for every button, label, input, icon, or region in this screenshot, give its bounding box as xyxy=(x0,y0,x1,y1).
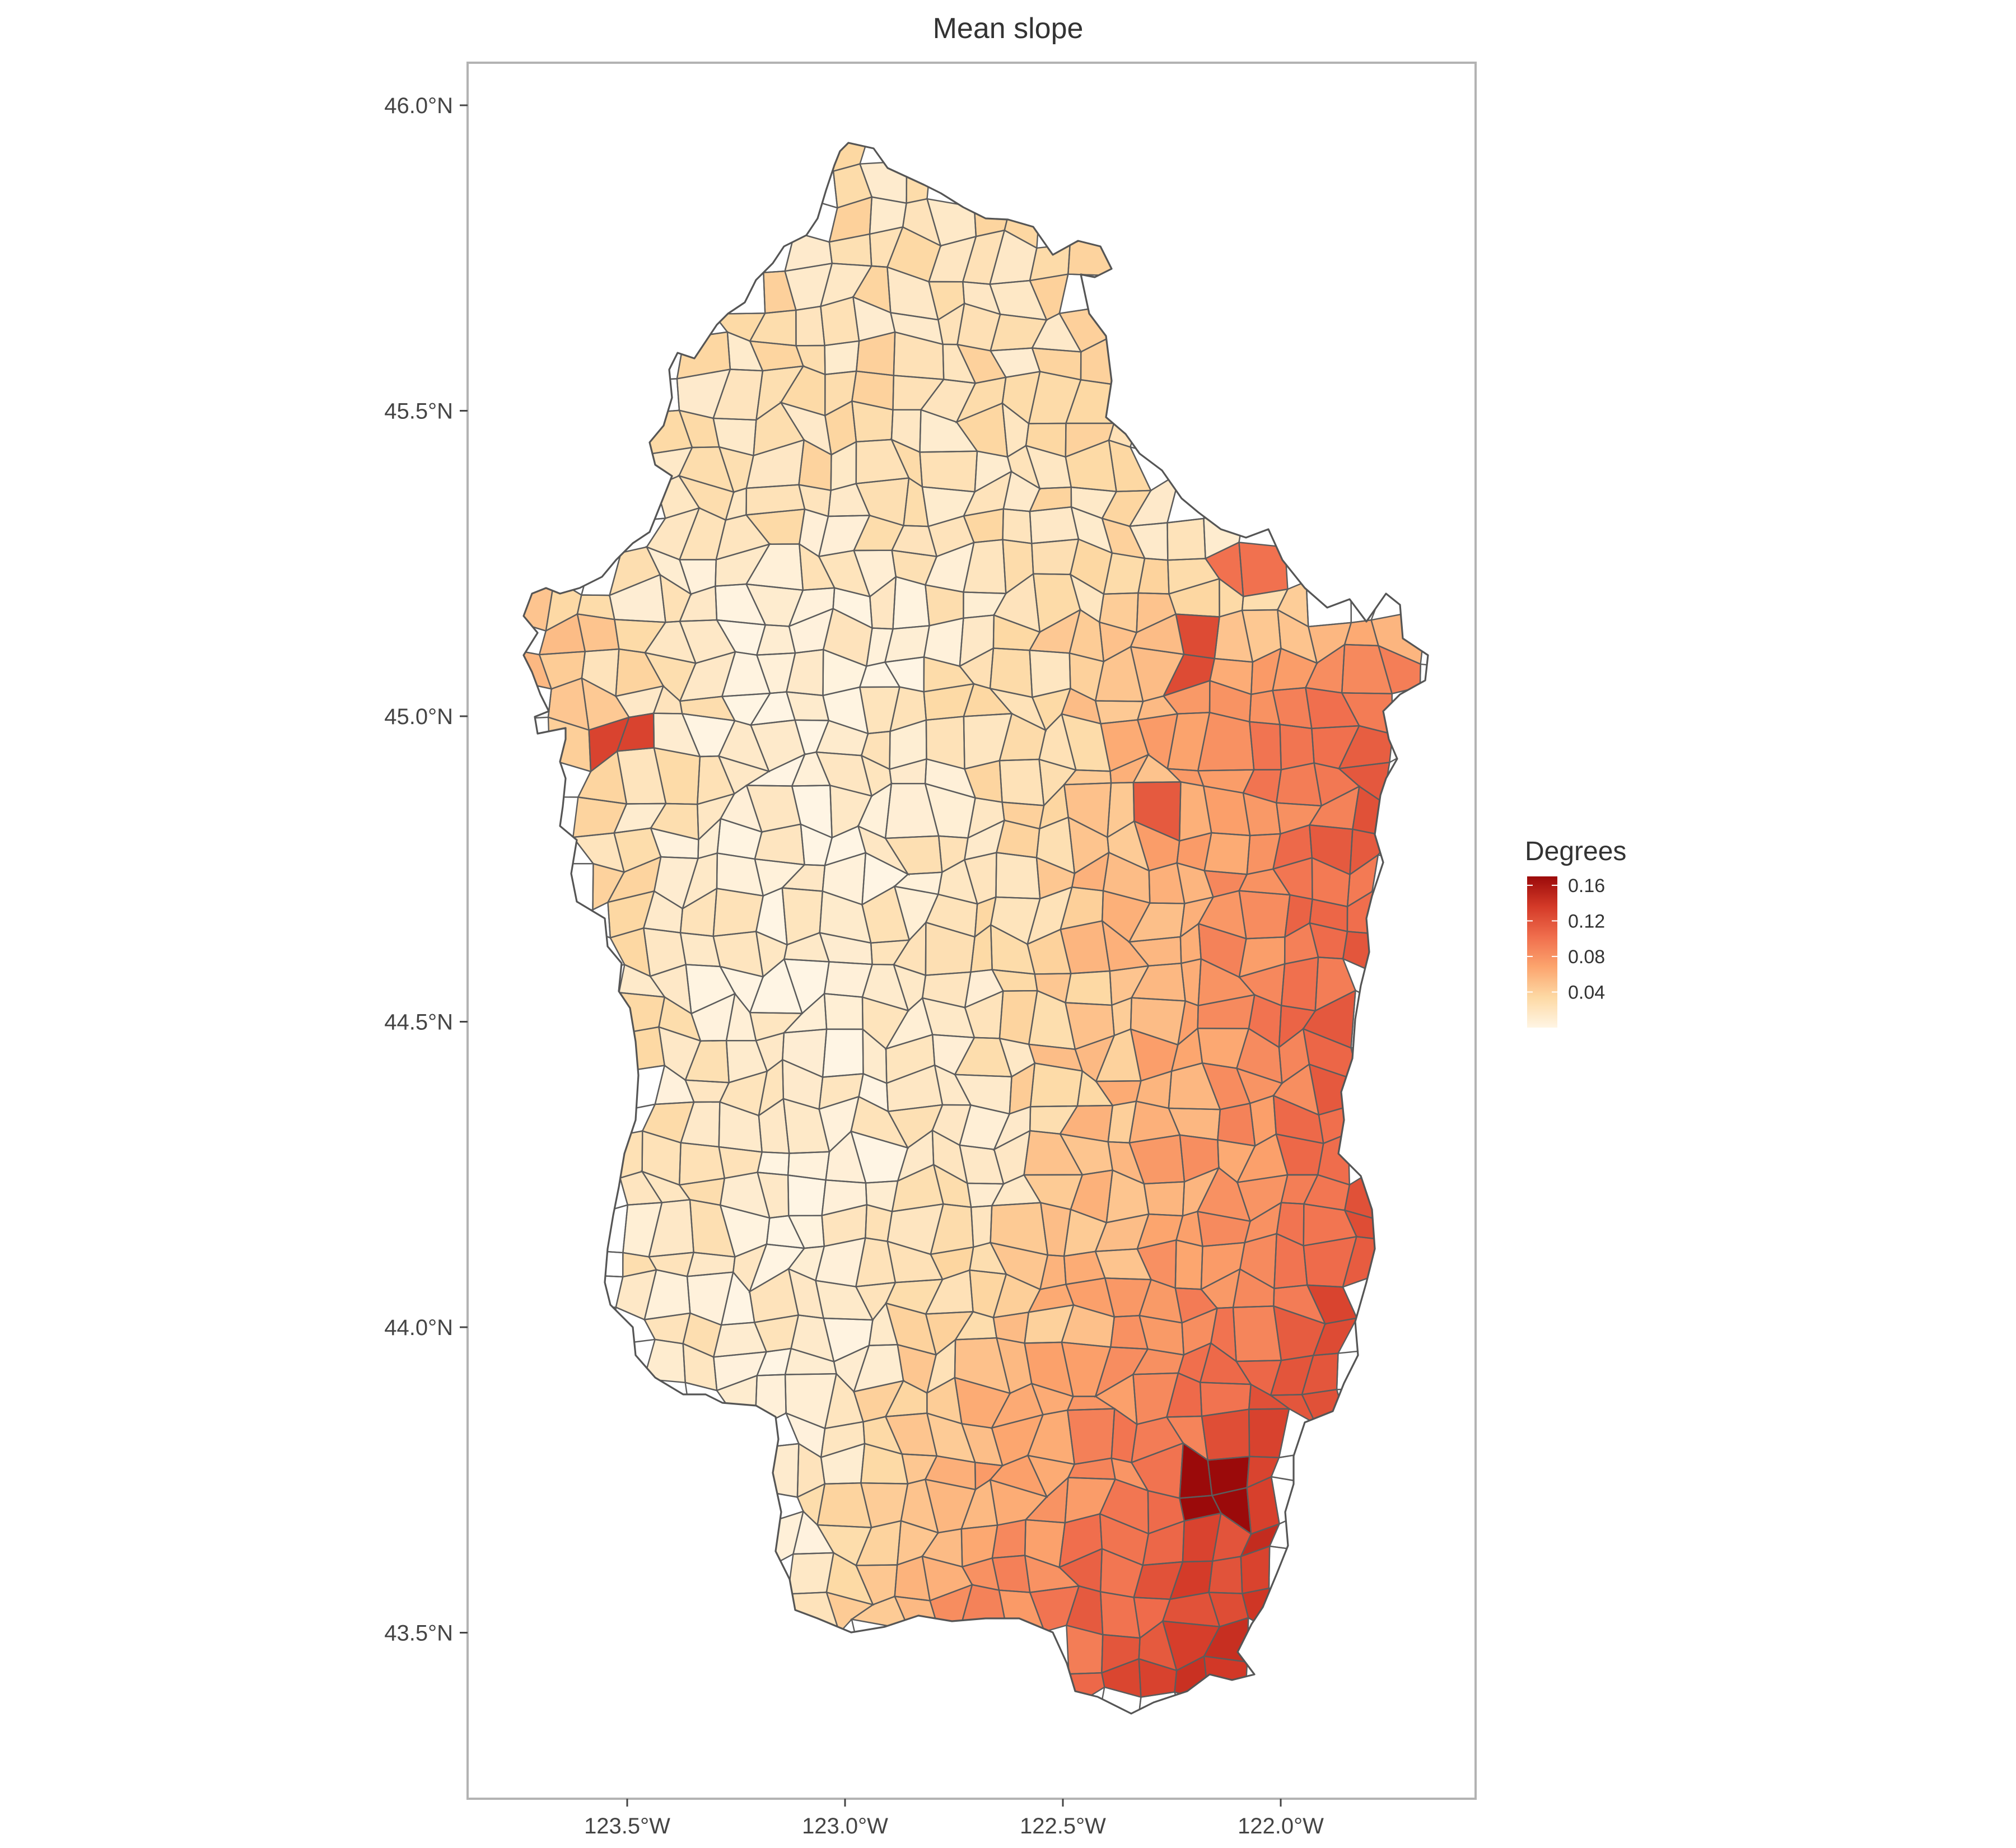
longitude-axis: 123.5°W 123.0°W 122.5°W 122.0°W xyxy=(584,1799,1324,1838)
watershed-fill xyxy=(1248,1408,1290,1458)
watershed-boundary xyxy=(1350,1043,1396,1082)
latitude-axis: 46.0°N 45.5°N 45.0°N 44.5°N 44.0°N 43.5°N xyxy=(384,94,468,1646)
watershed-fill xyxy=(1029,506,1079,544)
legend-colorbar xyxy=(1527,876,1557,1028)
watershed-boundary xyxy=(577,1204,629,1254)
watershed-fill xyxy=(1217,1103,1256,1146)
legend-label: 0.12 xyxy=(1568,911,1605,932)
watershed-fill xyxy=(1175,1239,1203,1290)
lon-tick-label: 122.0°W xyxy=(1238,1814,1324,1838)
lat-tick-label: 44.0°N xyxy=(384,1315,453,1340)
watershed-fill xyxy=(822,1029,864,1078)
watershed-boundary xyxy=(1350,989,1395,1049)
lat-tick-label: 45.5°N xyxy=(384,399,453,424)
watershed-fill xyxy=(679,1142,725,1186)
lat-tick-label: 46.0°N xyxy=(384,94,453,118)
legend-label: 0.08 xyxy=(1568,946,1605,968)
lat-tick-label: 44.5°N xyxy=(384,1010,453,1035)
watershed-fill xyxy=(713,888,764,937)
watershed-fill xyxy=(757,1151,790,1176)
watershed-boundary xyxy=(783,191,838,243)
watershed-fill xyxy=(787,1174,827,1216)
watershed-boundary xyxy=(576,1273,624,1308)
watershed-fill xyxy=(795,306,825,346)
color-legend: Degrees 0.16 0.12 0.08 0.04 xyxy=(1525,837,1626,1028)
watershed-boundary xyxy=(1305,580,1352,628)
watershed-fill xyxy=(754,1374,787,1430)
watershed-fill xyxy=(643,1339,686,1383)
basin-outline xyxy=(522,142,1429,1715)
watershed-fill xyxy=(1279,724,1315,771)
watershed-boundary xyxy=(1246,1616,1280,1675)
legend-title: Degrees xyxy=(1525,837,1626,866)
basin-outline-path xyxy=(522,142,1429,1715)
plot-title: Mean slope xyxy=(933,12,1084,45)
watershed-boundary xyxy=(1336,1347,1393,1390)
watershed-boundary xyxy=(1371,854,1428,893)
watershed-boundary xyxy=(729,238,764,274)
watershed-boundary xyxy=(851,1618,911,1657)
lon-tick-label: 123.5°W xyxy=(584,1814,670,1838)
watershed-fill xyxy=(1204,832,1250,875)
watershed-boundary xyxy=(620,474,666,523)
watershed-fill xyxy=(999,759,1044,806)
watershed-boundary xyxy=(1137,1691,1185,1714)
watershed-boundary xyxy=(1391,686,1422,735)
watershed-boundary xyxy=(1419,663,1428,690)
lon-tick-label: 122.5°W xyxy=(1020,1814,1106,1838)
watershed-boundary xyxy=(1268,1587,1326,1636)
watershed-fill xyxy=(1166,518,1206,561)
watershed-fill xyxy=(1238,542,1289,597)
lat-tick-label: 43.5°N xyxy=(384,1621,453,1646)
legend-label: 0.16 xyxy=(1568,875,1605,897)
watershed-fill xyxy=(1208,1556,1243,1594)
watershed-fill xyxy=(824,993,864,1030)
watershed-fill xyxy=(1239,890,1290,939)
watershed-fill xyxy=(970,1205,992,1248)
watershed-fill xyxy=(1144,1181,1185,1216)
watershed-boundary xyxy=(538,863,594,911)
watershed-fill xyxy=(1065,970,1112,1006)
watershed-boundary xyxy=(645,378,680,414)
watershed-fill xyxy=(824,340,860,375)
watershed-fill xyxy=(756,1443,799,1497)
watershed-boundary xyxy=(1173,1691,1221,1714)
watershed-fill xyxy=(1201,1409,1250,1460)
watershed-boundary xyxy=(1371,890,1427,936)
watershed-fill xyxy=(1249,721,1282,771)
watershed-boundary xyxy=(1336,1388,1393,1416)
map-panel-border xyxy=(466,62,1477,1800)
watershed-fill xyxy=(1002,508,1032,544)
watershed-fill xyxy=(995,852,1040,899)
watershed-boundary xyxy=(788,143,834,172)
legend-label: 0.04 xyxy=(1568,982,1605,1003)
watershed-boundary xyxy=(961,1619,1006,1673)
lat-tick-label: 45.0°N xyxy=(384,704,453,729)
lon-tick-label: 123.0°W xyxy=(802,1814,888,1838)
watershed-boundary xyxy=(548,541,597,596)
watershed-boundaries xyxy=(524,143,1428,1714)
watershed-fill xyxy=(1067,1408,1115,1465)
watershed-fill xyxy=(1281,956,1319,1011)
watershed-regions xyxy=(524,143,1427,1704)
watershed-boundary xyxy=(1166,472,1216,524)
watershed-boundary xyxy=(577,1249,624,1278)
legend-ticks: 0.16 0.12 0.08 0.04 xyxy=(1527,875,1605,1003)
watershed-fill xyxy=(1233,1305,1282,1362)
watershed-fill xyxy=(919,451,978,492)
watershed-boundary xyxy=(1093,1686,1142,1714)
watershed-boundary xyxy=(783,158,838,209)
